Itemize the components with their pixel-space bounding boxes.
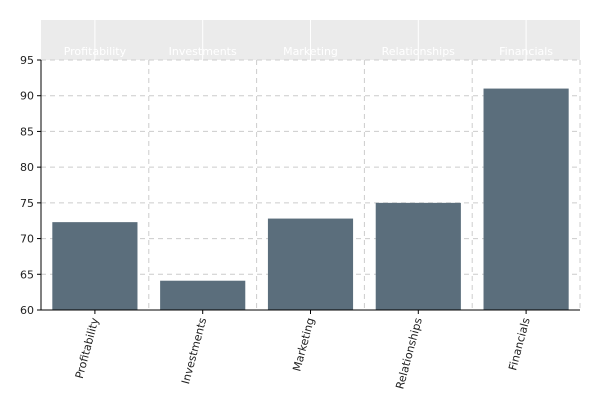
x-tick-label-profitability: Profitability: [73, 316, 102, 380]
header-label-profitability: Profitability: [64, 45, 127, 58]
x-tick-label-marketing: Marketing: [290, 316, 317, 372]
y-tick-label: 60: [20, 304, 34, 317]
y-tick-label: 80: [20, 161, 34, 174]
bar-marketing: [267, 218, 354, 310]
header-label-relationships: Relationships: [382, 45, 456, 58]
header-label-investments: Investments: [169, 45, 237, 58]
header-label-marketing: Marketing: [283, 45, 338, 58]
x-tick-label-investments: Investments: [179, 316, 209, 385]
y-tick-label: 75: [20, 197, 34, 210]
y-tick-label: 90: [20, 90, 34, 103]
x-tick-label-relationships: Relationships: [393, 316, 425, 390]
bar-profitability: [52, 222, 138, 310]
y-tick-label: 95: [20, 54, 34, 67]
header-label-financials: Financials: [499, 45, 553, 58]
y-tick-label: 70: [20, 233, 34, 246]
bar-financials: [483, 88, 569, 310]
x-tick-label-financials: Financials: [506, 316, 533, 372]
bar-investments: [160, 280, 246, 310]
y-tick-label: 85: [20, 125, 34, 138]
bar-relationships: [375, 202, 461, 310]
y-tick-label: 65: [20, 268, 34, 281]
